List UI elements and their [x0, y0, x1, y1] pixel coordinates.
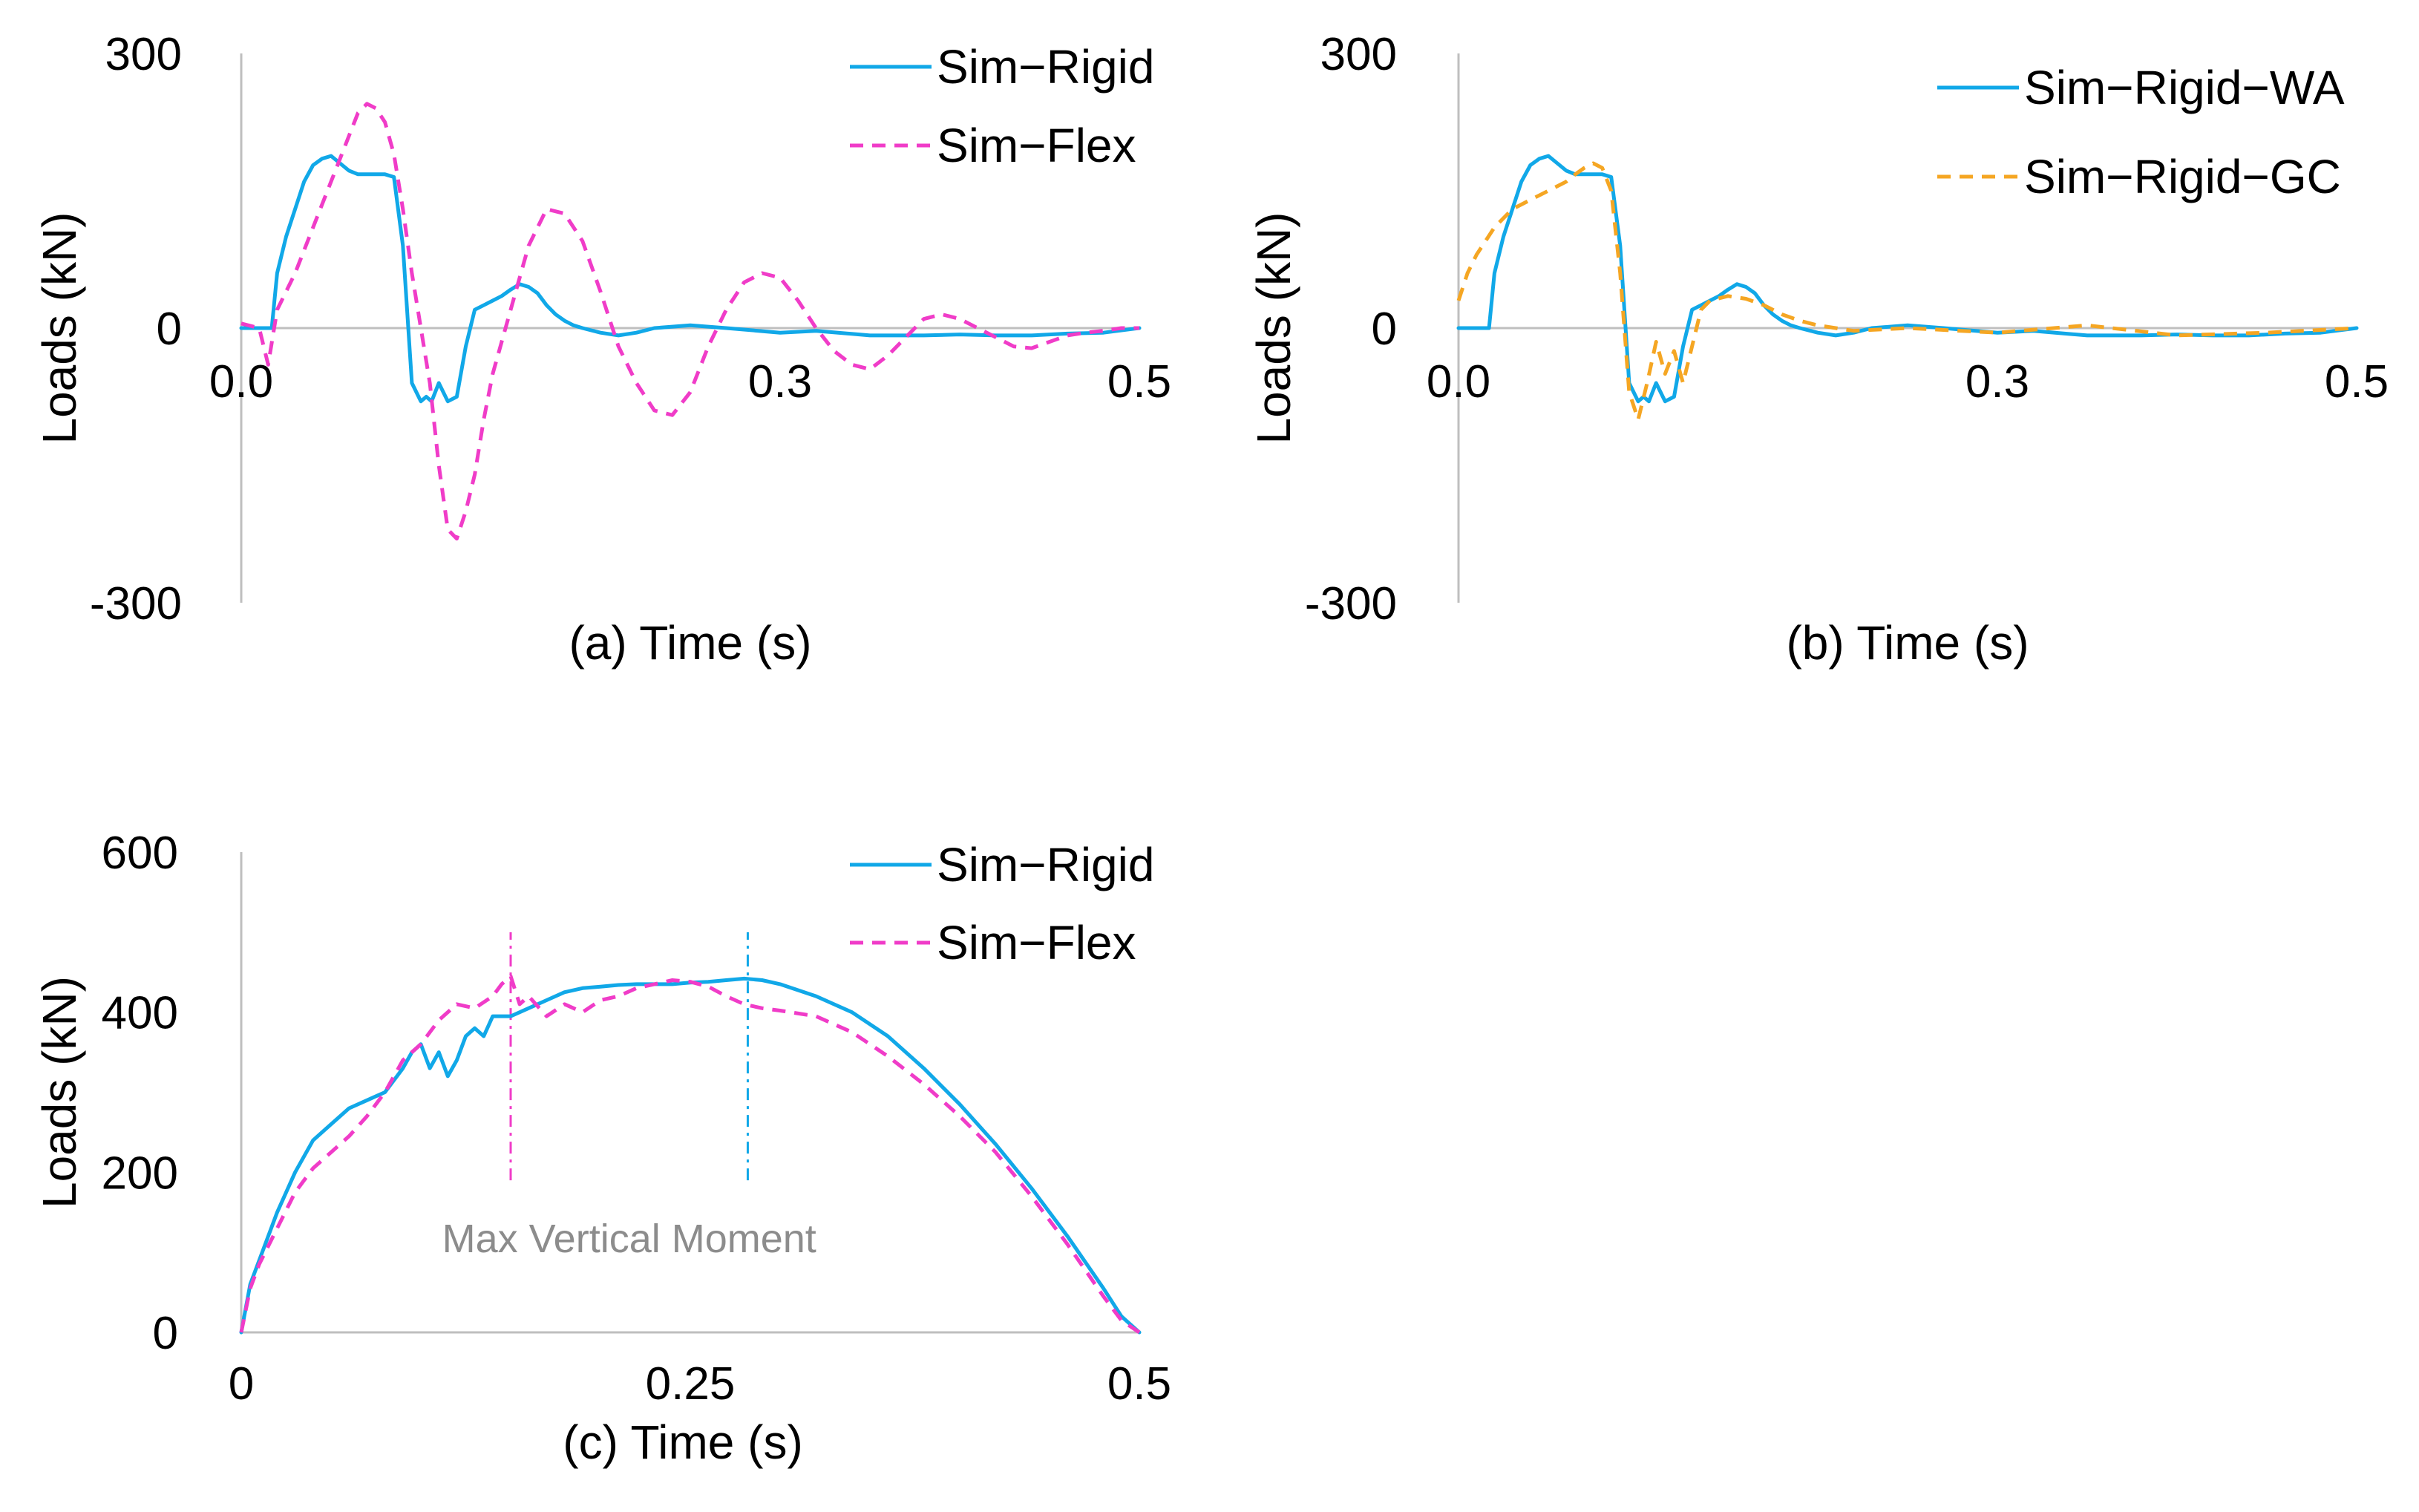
- x-tick-label: 0.0: [1427, 356, 1490, 408]
- x-tick-label: 0.3: [1965, 356, 2029, 408]
- series-line-sim-rigid: [239, 976, 1142, 1335]
- x-tick-label: 0.0: [209, 356, 273, 408]
- x-tick-label: 0.25: [646, 1358, 736, 1410]
- y-tick-label: 0: [157, 304, 182, 355]
- x-axis-label: (a) Time (s): [569, 616, 811, 670]
- legend-entry: Sim−Rigid−GC: [2024, 150, 2341, 203]
- series-line-sim-rigid: [239, 154, 1142, 404]
- legend-entry: Sim−Rigid−WA: [2024, 61, 2345, 114]
- legend-entry: Sim−Rigid: [937, 40, 1154, 94]
- y-axis-label: Loads (kN): [33, 212, 86, 445]
- y-tick-label: -300: [1305, 578, 1397, 629]
- x-tick-label: 0: [229, 1358, 254, 1410]
- legend: Sim−Rigid Sim−Flex: [850, 40, 1154, 172]
- legend-entry: Sim−Flex: [937, 119, 1136, 172]
- y-axis-label: Loads (kN): [1247, 212, 1300, 445]
- y-tick-label: 200: [102, 1148, 178, 1199]
- chart-panel-c: 0 200 400 600 0 0.25 0.5 (c) Time (s) Loads (kN)…: [33, 828, 1171, 1469]
- x-tick-label: 0.5: [1107, 1358, 1171, 1410]
- y-tick-label: 300: [1320, 29, 1397, 80]
- legend: Sim−Rigid−WA Sim−Rigid−GC: [1937, 61, 2345, 203]
- series-line-sim-rigid-gc: [1456, 161, 2357, 422]
- y-tick-label: 600: [102, 828, 178, 879]
- x-tick-label: 0.5: [1107, 356, 1171, 408]
- y-tick-label: 400: [102, 988, 178, 1039]
- x-tick-label: 0.5: [2325, 356, 2389, 408]
- x-axis-label: (c) Time (s): [563, 1416, 803, 1469]
- chart-panel-b: -300 0 300 0.0 0.3 0.5 (b) Time (s) Loads (kN) S…: [1247, 29, 2389, 670]
- y-tick-label: 300: [105, 29, 182, 80]
- chart-panel-a: -300 0 300 0.0 0.3 0.5 (a) Time (s) Loads (kN) S…: [33, 29, 1171, 670]
- y-tick-label: 0: [1372, 304, 1397, 355]
- y-axis-label: Loads (kN): [33, 976, 86, 1208]
- legend-entry: Sim−Flex: [937, 916, 1136, 969]
- series-line-sim-flex: [240, 102, 1139, 541]
- x-axis-label: (b) Time (s): [1786, 616, 2029, 670]
- annotation-label: Max Vertical Moment: [442, 1217, 816, 1261]
- legend: Sim−Rigid Sim−Flex: [850, 838, 1154, 969]
- x-tick-label: 0.3: [748, 356, 812, 408]
- series-line-sim-flex: [239, 974, 1141, 1335]
- legend-entry: Sim−Rigid: [937, 838, 1154, 891]
- y-tick-label: 0: [153, 1308, 178, 1359]
- y-tick-label: -300: [90, 578, 182, 629]
